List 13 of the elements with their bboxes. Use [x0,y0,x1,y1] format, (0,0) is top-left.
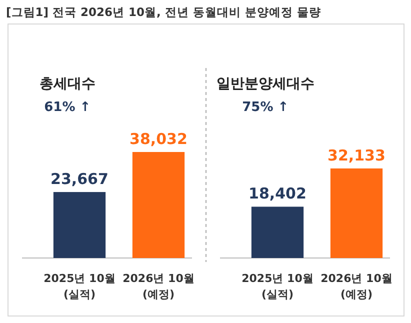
x-tick-label: 2025년 10월 (실적) [44,272,116,301]
text: 75% ↑ [242,100,289,115]
x-tick-label: 2026년 10월 (예정) [320,272,392,301]
data-label: 23,667 [50,170,108,188]
data-label: 38,032 [130,130,188,148]
x-tick-label: 2025년 10월 (실적) [242,272,314,301]
chart-title: 총세대수 [39,76,96,92]
data-label: 32,133 [328,146,386,164]
x-tick-label: 2026년 10월 (예정) [122,272,194,301]
text: [그림1] 전국 2026년 10월, 전년 동월대비 분양예정 물량 [6,5,321,19]
text: 61% ↑ [44,100,91,115]
chart-title: 일반분양세대수 [216,76,314,92]
data-label: 18,402 [248,184,306,203]
